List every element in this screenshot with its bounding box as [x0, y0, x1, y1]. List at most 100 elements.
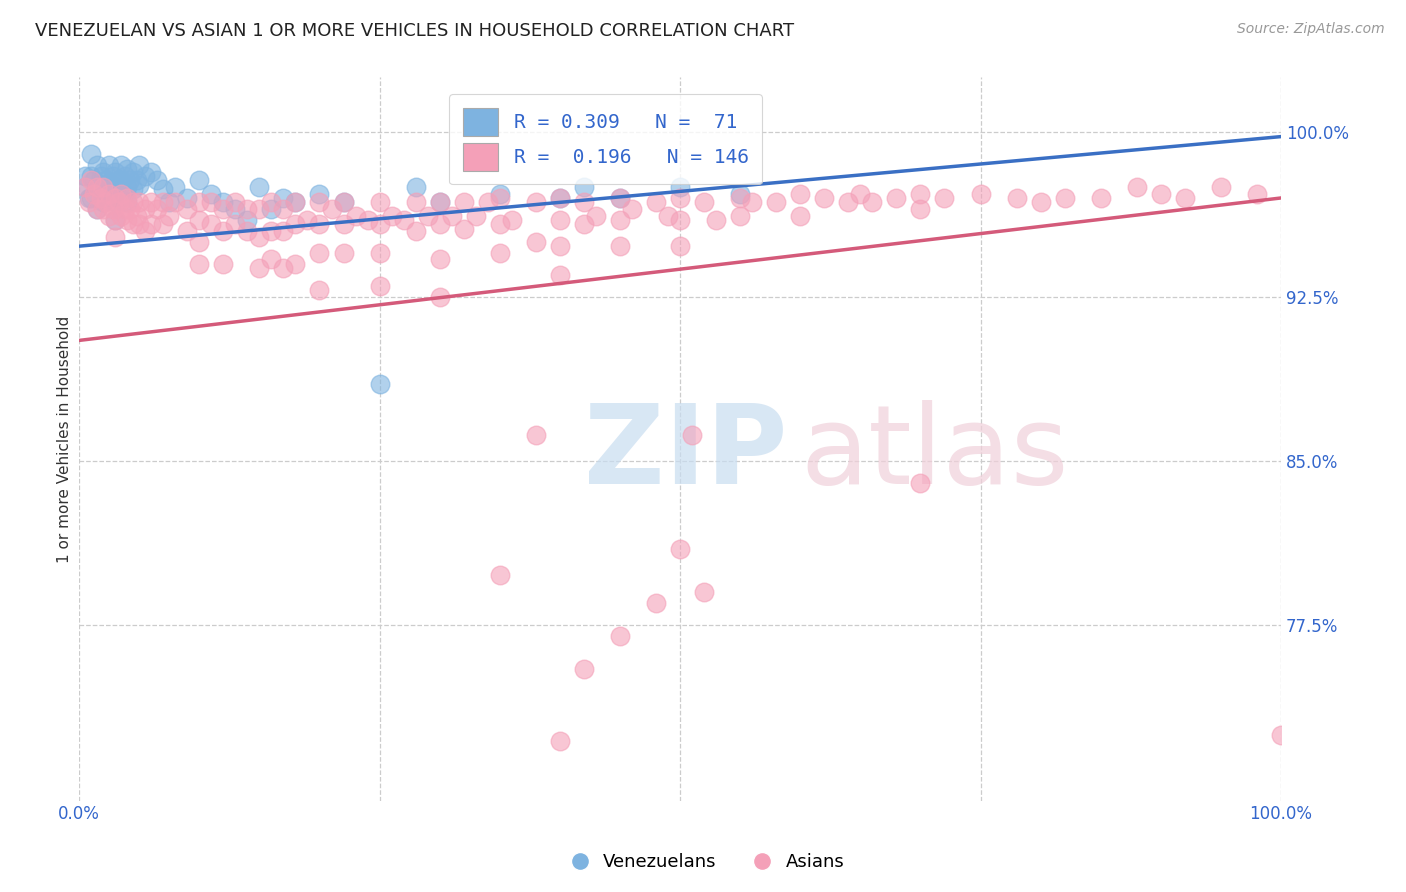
Point — [284, 257, 307, 271]
Text: VENEZUELAN VS ASIAN 1 OR MORE VEHICLES IN HOUSEHOLD CORRELATION CHART: VENEZUELAN VS ASIAN 1 OR MORE VEHICLES I… — [35, 22, 794, 40]
Point — [1053, 191, 1076, 205]
Point — [110, 186, 132, 201]
Point — [224, 195, 246, 210]
Point — [91, 164, 114, 178]
Point — [200, 186, 222, 201]
Point — [104, 195, 127, 210]
Point — [332, 217, 354, 231]
Point — [98, 209, 121, 223]
Point — [98, 191, 121, 205]
Y-axis label: 1 or more Vehicles in Household: 1 or more Vehicles in Household — [58, 316, 72, 563]
Point — [176, 202, 198, 216]
Point — [212, 257, 235, 271]
Point — [115, 213, 138, 227]
Point — [152, 195, 174, 210]
Legend: R = 0.309   N =  71, R =  0.196   N = 146: R = 0.309 N = 71, R = 0.196 N = 146 — [450, 95, 762, 185]
Point — [236, 224, 259, 238]
Point — [75, 180, 97, 194]
Point — [273, 202, 295, 216]
Point — [669, 541, 692, 556]
Point — [122, 182, 145, 196]
Point — [152, 182, 174, 196]
Point — [849, 186, 872, 201]
Point — [368, 217, 391, 231]
Point — [609, 191, 631, 205]
Point — [134, 202, 156, 216]
Point — [247, 202, 270, 216]
Point — [789, 186, 811, 201]
Point — [75, 169, 97, 183]
Text: atlas: atlas — [800, 400, 1069, 507]
Point — [429, 217, 451, 231]
Point — [669, 213, 692, 227]
Point — [1029, 195, 1052, 210]
Point — [429, 195, 451, 210]
Point — [80, 191, 103, 205]
Point — [128, 178, 150, 192]
Point — [77, 195, 100, 210]
Point — [118, 173, 141, 187]
Point — [548, 213, 571, 227]
Point — [273, 191, 295, 205]
Point — [188, 195, 211, 210]
Point — [224, 217, 246, 231]
Point — [704, 213, 727, 227]
Point — [86, 158, 108, 172]
Point — [368, 377, 391, 392]
Point — [681, 427, 703, 442]
Point — [1209, 180, 1232, 194]
Point — [477, 195, 499, 210]
Point — [405, 195, 427, 210]
Point — [381, 209, 404, 223]
Point — [368, 245, 391, 260]
Point — [813, 191, 835, 205]
Point — [114, 186, 136, 201]
Point — [141, 164, 163, 178]
Point — [297, 213, 319, 227]
Point — [524, 235, 547, 249]
Point — [80, 147, 103, 161]
Point — [212, 224, 235, 238]
Point — [548, 268, 571, 282]
Point — [134, 224, 156, 238]
Point — [110, 158, 132, 172]
Point — [80, 169, 103, 183]
Point — [501, 213, 523, 227]
Point — [609, 239, 631, 253]
Point — [91, 180, 114, 194]
Point — [693, 585, 716, 599]
Point — [693, 195, 716, 210]
Point — [107, 195, 129, 210]
Point — [104, 191, 127, 205]
Legend: Venezuelans, Asians: Venezuelans, Asians — [554, 847, 852, 879]
Point — [104, 180, 127, 194]
Point — [224, 202, 246, 216]
Point — [609, 213, 631, 227]
Point — [572, 195, 595, 210]
Point — [122, 217, 145, 231]
Point — [104, 213, 127, 227]
Point — [212, 195, 235, 210]
Point — [910, 475, 932, 490]
Point — [669, 239, 692, 253]
Point — [157, 209, 180, 223]
Point — [114, 202, 136, 216]
Point — [1270, 728, 1292, 742]
Point — [188, 213, 211, 227]
Point — [83, 173, 105, 187]
Point — [332, 195, 354, 210]
Point — [98, 176, 121, 190]
Point — [165, 195, 187, 210]
Point — [165, 180, 187, 194]
Point — [115, 180, 138, 194]
Point — [488, 245, 510, 260]
Point — [176, 191, 198, 205]
Point — [125, 173, 148, 187]
Point — [236, 202, 259, 216]
Point — [368, 278, 391, 293]
Point — [488, 217, 510, 231]
Point — [260, 202, 283, 216]
Point — [176, 224, 198, 238]
Point — [344, 209, 367, 223]
Point — [90, 169, 112, 183]
